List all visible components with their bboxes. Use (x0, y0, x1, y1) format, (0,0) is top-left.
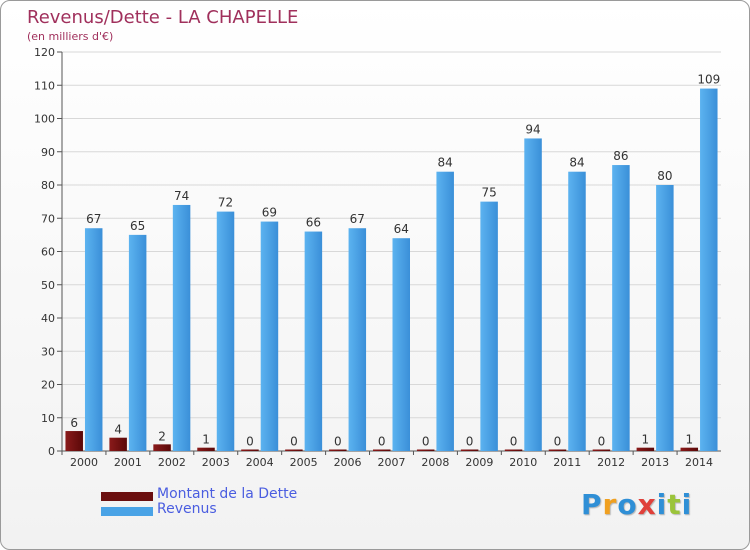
y-tick-label: 80 (41, 179, 55, 192)
y-tick-label: 70 (41, 212, 55, 225)
data-label-dette: 0 (334, 435, 342, 449)
data-label-revenus: 74 (174, 189, 189, 203)
data-label-revenus: 69 (262, 206, 277, 220)
bar-revenus (128, 234, 147, 451)
x-tick-label: 2010 (509, 456, 537, 469)
bar-revenus (568, 171, 586, 451)
x-tick-label: 2002 (158, 456, 186, 469)
bar-dette (680, 447, 699, 451)
bar-revenus (700, 88, 718, 451)
x-tick-label: 2013 (641, 456, 669, 469)
y-tick-label: 60 (41, 246, 55, 259)
bar-dette (416, 449, 435, 451)
data-label-dette: 1 (685, 433, 693, 447)
bar-dette (153, 444, 171, 451)
bar-dette (329, 449, 347, 451)
data-label-dette: 0 (510, 435, 518, 449)
y-tick-label: 50 (41, 279, 55, 292)
data-label-revenus: 84 (569, 156, 584, 170)
proxiti-logo: Proxiti (581, 488, 693, 521)
bar-revenus (84, 228, 103, 451)
data-label-dette: 1 (642, 433, 650, 447)
data-label-dette: 0 (466, 435, 474, 449)
legend-label-dette: Montant de la Dette (157, 486, 298, 502)
x-tick-label: 2003 (202, 456, 230, 469)
x-tick-label: 2007 (378, 456, 406, 469)
bar-dette (197, 447, 215, 451)
data-label-revenus: 84 (438, 156, 453, 170)
x-tick-label: 2001 (114, 456, 142, 469)
x-tick-label: 2000 (70, 456, 98, 469)
y-tick-label: 100 (34, 113, 55, 126)
x-tick-label: 2009 (465, 456, 493, 469)
bar-revenus (612, 165, 630, 452)
data-label-revenus: 80 (657, 169, 672, 183)
data-label-dette: 0 (246, 435, 254, 449)
y-tick-label: 10 (41, 412, 55, 425)
legend-swatch-dette (101, 492, 153, 501)
data-label-revenus: 86 (613, 149, 628, 163)
data-label-dette: 0 (554, 435, 562, 449)
bar-revenus (524, 138, 542, 451)
bar-dette (592, 449, 611, 451)
y-tick-label: 20 (41, 379, 55, 392)
data-label-dette: 6 (70, 416, 78, 430)
data-label-dette: 0 (422, 435, 430, 449)
x-tick-label: 2011 (553, 456, 581, 469)
bar-revenus (172, 204, 191, 451)
bar-revenus (216, 211, 235, 451)
data-label-dette: 0 (598, 435, 606, 449)
data-label-revenus: 94 (525, 122, 540, 136)
data-label-revenus: 64 (394, 222, 409, 236)
bar-dette (373, 449, 391, 451)
data-label-revenus: 67 (86, 212, 101, 226)
bar-revenus (656, 185, 674, 451)
data-label-revenus: 75 (481, 186, 496, 200)
bar-dette (548, 449, 567, 451)
bar-revenus (348, 228, 367, 451)
bar-revenus (480, 201, 498, 451)
x-tick-label: 2004 (246, 456, 274, 469)
data-label-revenus: 72 (218, 196, 233, 210)
data-label-revenus: 66 (306, 216, 321, 230)
bar-dette (65, 431, 83, 451)
y-tick-label: 0 (48, 445, 55, 458)
bar-revenus (304, 231, 323, 451)
data-label-revenus: 109 (697, 73, 720, 87)
bar-dette (285, 449, 303, 451)
data-label-dette: 0 (378, 435, 386, 449)
bar-dette (504, 449, 523, 451)
bar-dette (636, 447, 655, 451)
x-tick-label: 2008 (421, 456, 449, 469)
data-label-dette: 1 (202, 433, 210, 447)
x-tick-label: 2012 (597, 456, 625, 469)
bar-dette (109, 437, 127, 451)
y-tick-label: 40 (41, 312, 55, 325)
legend-swatch-revenus (101, 507, 153, 516)
y-tick-label: 110 (34, 79, 55, 92)
bar-dette (460, 449, 479, 451)
x-tick-label: 2006 (334, 456, 362, 469)
data-label-dette: 4 (114, 423, 122, 437)
bar-revenus (436, 171, 454, 451)
chart-subtitle: (en milliers d'€) (27, 30, 114, 43)
data-label-revenus: 67 (350, 212, 365, 226)
legend-label-revenus: Revenus (157, 501, 217, 517)
chart-title: Revenus/Dette - LA CHAPELLE (27, 7, 299, 28)
bar-dette (241, 449, 259, 451)
data-label-revenus: 65 (130, 219, 145, 233)
y-tick-label: 90 (41, 146, 55, 159)
data-label-dette: 0 (290, 435, 298, 449)
bar-revenus (260, 221, 279, 451)
x-tick-label: 2014 (685, 456, 713, 469)
bar-revenus (392, 238, 410, 451)
x-tick-label: 2005 (290, 456, 318, 469)
y-tick-label: 30 (41, 345, 55, 358)
y-tick-label: 120 (34, 46, 55, 59)
data-label-dette: 2 (158, 429, 166, 443)
